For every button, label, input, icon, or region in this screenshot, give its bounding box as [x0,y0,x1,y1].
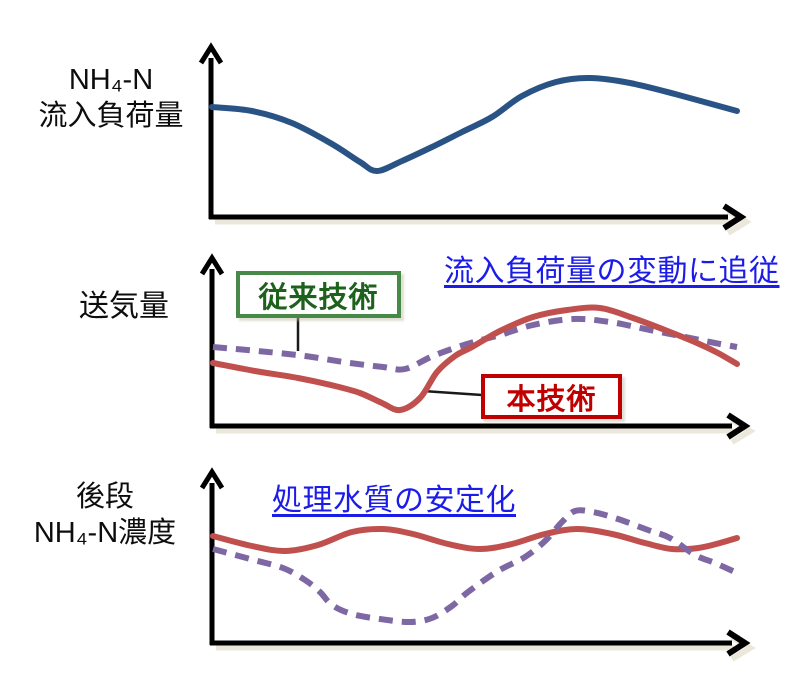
conventional-quality-curve [212,507,739,626]
ylabel-inflow-load: NH₄-N 流入負荷量 [22,62,200,134]
legend-conventional-label: 従来技術 [258,281,379,314]
axes-top [198,42,747,231]
legend-this-technology: 本技術 [481,374,622,419]
axis-shadow-top [215,208,752,236]
axes-middle [199,253,751,440]
ylabel-inflow-load-line1: NH₄-N [68,64,154,96]
callout-line-middle-1 [422,389,483,397]
ylabel-effluent-line1: 後段 [75,481,134,513]
proposed-air-curve [210,304,740,414]
note-quality-stabilization: 処理水質の安定化 [272,484,516,517]
inflow-load-curve [209,74,740,174]
ylabel-air-supply-line1: 送気量 [79,290,169,323]
ylabel-air-supply: 送気量 [58,281,190,325]
proposed-quality-curve [210,525,740,555]
legend-conventional-technology: 従来技術 [236,271,401,318]
axes-bottom [199,467,751,657]
ylabel-effluent-concentration: 後段 NH₄-N濃度 [8,479,202,551]
ylabel-effluent-line2: NH₄-N濃度 [33,517,177,549]
ylabel-inflow-load-line2: 流入負荷量 [38,100,184,132]
axis-shadow-middle [216,417,756,445]
note-follow-variation: 流入負荷量の変動に追従 [444,255,780,288]
axis-shadow-bottom [216,634,756,662]
legend-this-label: 本技術 [506,383,597,416]
